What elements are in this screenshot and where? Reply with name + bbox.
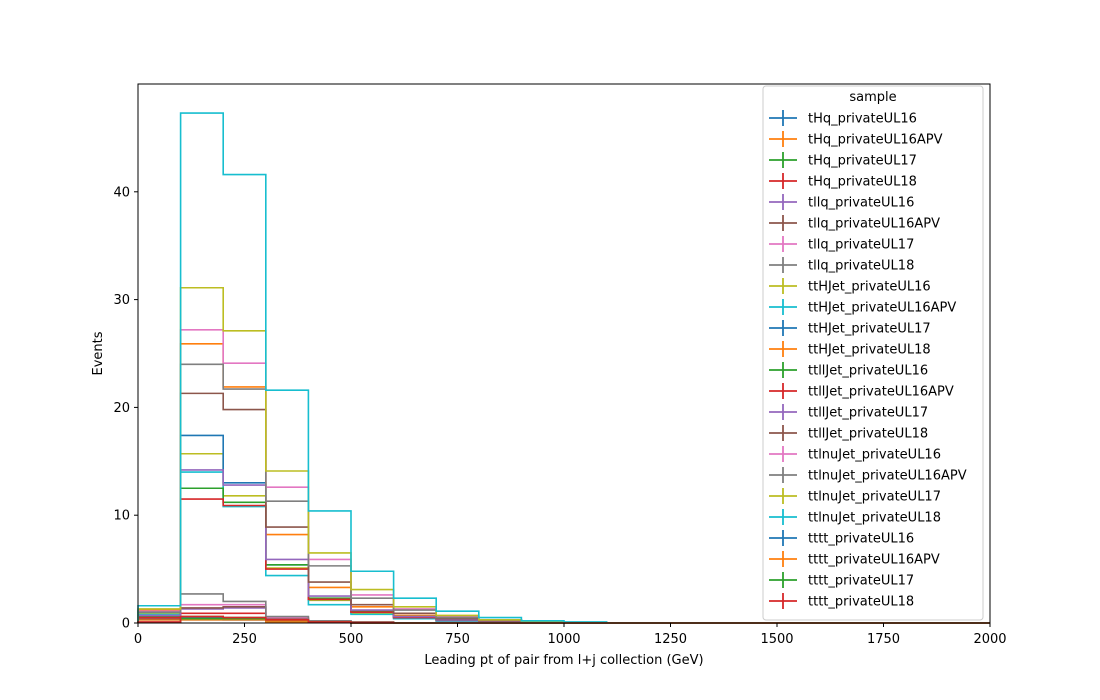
y-tick-label: 0 (122, 617, 130, 632)
legend: sample tHq_privateUL16 tHq_privateUL16APV… (762, 85, 984, 621)
x-axis-label: Leading pt of pair from l+j collection (… (424, 653, 703, 668)
legend-label: tllq_privateUL16APV (808, 217, 940, 232)
x-tick-label: 2000 (973, 632, 1006, 647)
legend-entry: tHq_privateUL18 (769, 173, 917, 190)
y-tick-label: 40 (113, 185, 130, 200)
legend-entry: tllq_privateUL18 (769, 257, 914, 274)
legend-entry: ttHJet_privateUL18 (769, 341, 931, 358)
legend-label: ttlnuJet_privateUL16 (808, 448, 941, 463)
legend-entry: ttllJet_privateUL16 (769, 362, 928, 379)
legend-entry: ttllJet_privateUL17 (769, 404, 928, 421)
legend-label: ttHJet_privateUL16APV (808, 301, 956, 316)
legend-label: ttlnuJet_privateUL18 (808, 511, 941, 526)
x-tick-label: 250 (232, 632, 257, 647)
x-tick-label: 1500 (760, 632, 793, 647)
x-axis-ticks: 0 250 500 750 1000 1250 1500 1750 2000 (134, 623, 1007, 647)
legend-entry: tHq_privateUL16 (769, 110, 917, 127)
y-tick-label: 10 (113, 509, 130, 524)
legend-label: ttllJet_privateUL17 (808, 406, 928, 421)
x-tick-label: 750 (445, 632, 470, 647)
legend-label: ttlnuJet_privateUL17 (808, 490, 941, 505)
legend-label: ttllJet_privateUL18 (808, 427, 928, 442)
legend-entry: ttlnuJet_privateUL18 (769, 509, 941, 526)
legend-entry: tllq_privateUL16 (769, 194, 914, 211)
legend-label: tHq_privateUL16APV (808, 133, 943, 148)
legend-entry: tllq_privateUL16APV (769, 215, 940, 232)
legend-entry: ttllJet_privateUL16APV (769, 383, 954, 400)
legend-entry: ttHJet_privateUL17 (769, 320, 931, 337)
legend-label: tllq_privateUL18 (808, 259, 914, 274)
legend-entry: tttt_privateUL16APV (769, 551, 940, 568)
legend-label: tHq_privateUL16 (808, 112, 917, 127)
legend-label: tttt_privateUL18 (808, 595, 914, 610)
legend-entry: tllq_privateUL17 (769, 236, 914, 253)
legend-box (762, 85, 984, 621)
x-tick-label: 500 (339, 632, 364, 647)
legend-label: tllq_privateUL17 (808, 238, 914, 253)
legend-entry: ttlnuJet_privateUL16APV (769, 467, 967, 484)
y-tick-label: 20 (113, 401, 130, 416)
legend-label: tttt_privateUL16APV (808, 553, 940, 568)
x-tick-label: 0 (134, 632, 142, 647)
x-tick-label: 1750 (867, 632, 900, 647)
legend-label: tHq_privateUL18 (808, 175, 917, 190)
legend-entry: tttt_privateUL18 (769, 593, 914, 610)
legend-label: ttHJet_privateUL18 (808, 343, 931, 358)
legend-entry: tHq_privateUL16APV (769, 131, 943, 148)
legend-entry: ttHJet_privateUL16APV (769, 299, 956, 316)
legend-entry: ttHJet_privateUL16 (769, 278, 931, 295)
legend-label: ttlnuJet_privateUL16APV (808, 469, 967, 484)
y-axis-label: Events (91, 331, 106, 375)
legend-entry: tttt_privateUL17 (769, 572, 914, 589)
x-tick-label: 1250 (654, 632, 687, 647)
legend-entry: ttlnuJet_privateUL16 (769, 446, 941, 463)
legend-label: ttllJet_privateUL16APV (808, 385, 954, 400)
legend-entry: tttt_privateUL16 (769, 530, 914, 547)
legend-label: tttt_privateUL17 (808, 574, 914, 589)
legend-entry: ttllJet_privateUL18 (769, 425, 928, 442)
legend-label: tHq_privateUL17 (808, 154, 917, 169)
x-tick-label: 1000 (547, 632, 580, 647)
legend-label: ttllJet_privateUL16 (808, 364, 928, 379)
y-tick-label: 30 (113, 293, 130, 308)
legend-entries: tHq_privateUL16 tHq_privateUL16APV tHq_pri… (769, 110, 967, 610)
legend-title: sample (849, 90, 896, 105)
legend-entry: ttlnuJet_privateUL17 (769, 488, 941, 505)
legend-label: tllq_privateUL16 (808, 196, 914, 211)
y-axis-ticks: 0 10 20 30 40 (113, 185, 138, 632)
legend-label: ttHJet_privateUL17 (808, 322, 931, 337)
legend-label: ttHJet_privateUL16 (808, 280, 931, 295)
legend-label: tttt_privateUL16 (808, 532, 914, 547)
legend-entry: tHq_privateUL17 (769, 152, 917, 169)
